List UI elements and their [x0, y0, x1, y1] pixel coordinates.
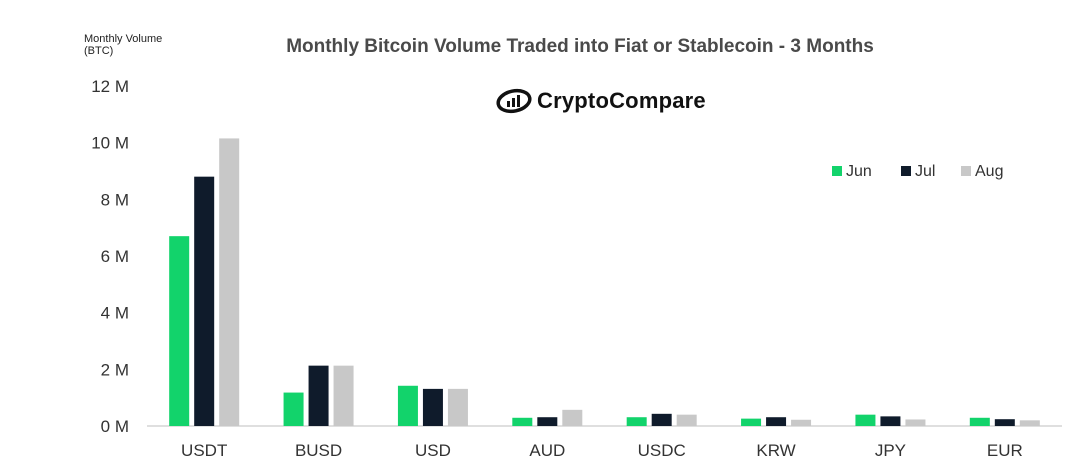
bar-jun-jpy [855, 414, 876, 426]
x-tick-label: BUSD [295, 441, 342, 460]
bar-jun-busd [283, 392, 304, 426]
legend-label-jun: Jun [846, 163, 872, 180]
y-tick-label: 2 M [101, 360, 129, 379]
x-tick-label: EUR [987, 441, 1023, 460]
y-tick-label: 12 M [91, 77, 129, 96]
y-tick-label: 10 M [91, 134, 129, 153]
cryptocompare-logo-icon [496, 88, 532, 114]
x-tick-label: USD [415, 441, 451, 460]
bar-jul-usdc [651, 413, 672, 426]
bar-jul-usdt [194, 176, 215, 426]
legend-swatch-jul [901, 166, 911, 176]
bar-aug-krw [791, 419, 812, 426]
bar-aug-eur [1019, 420, 1040, 426]
bar-jul-aud [537, 417, 558, 426]
bar-jun-usd [397, 385, 418, 426]
chart-title: Monthly Bitcoin Volume Traded into Fiat … [286, 36, 874, 57]
x-tick-label: AUD [529, 441, 565, 460]
bar-jun-krw [741, 418, 762, 426]
bar-jul-busd [308, 365, 329, 426]
legend-swatch-jun [832, 166, 842, 176]
legend-swatch-aug [961, 166, 971, 176]
y-tick-label: 8 M [101, 190, 129, 209]
x-tick-label: KRW [756, 441, 795, 460]
bar-jun-usdt [169, 236, 190, 426]
bar-aug-aud [562, 409, 583, 426]
y-axis-label: Monthly Volume (BTC) [84, 33, 163, 57]
y-tick-label: 0 M [101, 417, 129, 436]
bar-aug-jpy [905, 419, 926, 426]
logo-text: CryptoCompare [537, 88, 706, 113]
y-tick-label: 4 M [101, 304, 129, 323]
x-tick-label: JPY [875, 441, 906, 460]
bar-aug-busd [333, 365, 354, 426]
y-tick-label: 6 M [101, 247, 129, 266]
bar-aug-usd [447, 388, 468, 426]
bar-jul-usd [422, 388, 443, 426]
bar-jul-jpy [880, 416, 901, 426]
bar-jul-krw [766, 417, 787, 426]
x-tick-label: USDT [181, 441, 227, 460]
cryptocompare-logo: CryptoCompare [496, 88, 706, 114]
legend-label-jul: Jul [915, 163, 935, 180]
bar-jun-eur [969, 417, 990, 426]
bar-jun-aud [512, 417, 533, 426]
legend-label-aug: Aug [975, 163, 1003, 180]
bar-aug-usdc [676, 414, 697, 426]
bar-jul-eur [994, 419, 1015, 426]
bar-aug-usdt [219, 138, 240, 426]
bar-jun-usdc [626, 417, 647, 426]
x-tick-label: USDC [638, 441, 686, 460]
